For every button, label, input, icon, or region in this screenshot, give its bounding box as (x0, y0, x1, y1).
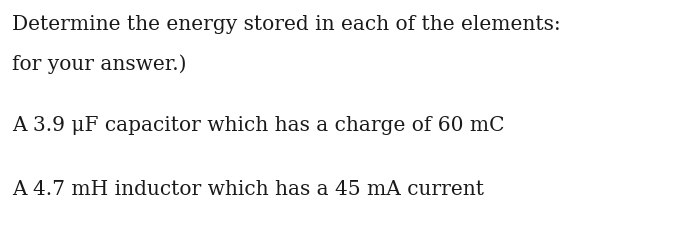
Text: A 3.9 μF capacitor which has a charge of 60 mC: A 3.9 μF capacitor which has a charge of… (12, 116, 505, 135)
Text: for your answer.): for your answer.) (12, 54, 187, 74)
Text: A 4.7 mH inductor which has a 45 mA current: A 4.7 mH inductor which has a 45 mA curr… (12, 180, 484, 199)
Text: Determine the energy stored in each of the elements:: Determine the energy stored in each of t… (12, 15, 561, 34)
